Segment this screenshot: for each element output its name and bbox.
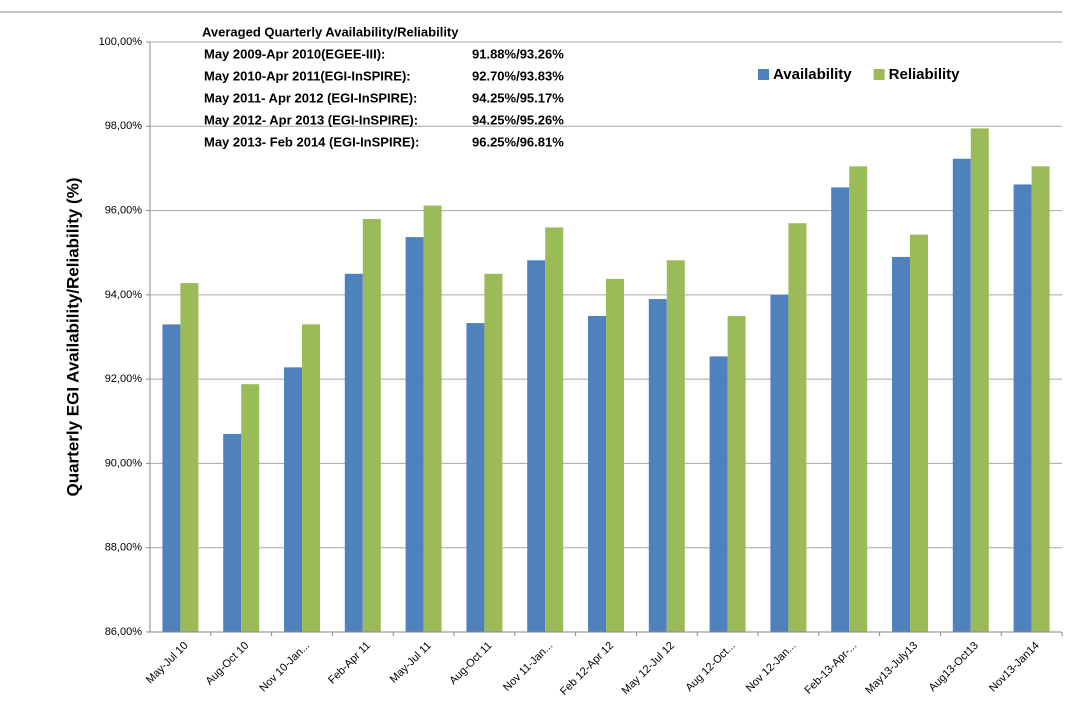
annotation-label: May 2012- Apr 2013 (EGI-InSPIRE): [204, 112, 418, 127]
x-tick-label: Aug-Oct 11 [447, 640, 494, 687]
bar [666, 260, 685, 632]
bar [709, 356, 728, 632]
annotation-label: May 2011- Apr 2012 (EGI-InSPIRE): [204, 90, 417, 105]
annotation-value: 94.25%/95.26% [472, 112, 564, 127]
legend-swatch [758, 69, 769, 80]
bar [588, 315, 606, 632]
annotation-value: 94.25%/95.17% [472, 90, 564, 105]
annotation-value: 91.88%/93.26% [472, 46, 564, 61]
y-tick-label: 90,00% [105, 457, 143, 469]
bar [788, 223, 807, 632]
annotation-value: 96.25%/96.81% [472, 134, 564, 149]
bar [910, 234, 928, 633]
bar [241, 384, 260, 632]
bar [545, 227, 564, 632]
bar [1013, 184, 1032, 632]
annotation-value: 92.70%/93.83% [472, 68, 564, 83]
annotation-title: Averaged Quarterly Availability/Reliabil… [202, 24, 459, 39]
y-tick-label: 100,00% [99, 36, 143, 48]
annotation-label: May 2009-Apr 2010(EGEE-III): [204, 46, 385, 61]
bar [892, 256, 910, 632]
bar [302, 324, 320, 632]
bar [223, 433, 242, 632]
y-tick-label: 92,00% [105, 373, 143, 385]
annotation-label: May 2013- Feb 2014 (EGI-InSPIRE): [204, 134, 419, 149]
bar [648, 299, 667, 632]
x-tick-label: Aug13-Oct13 [927, 640, 981, 694]
x-tick-label: Feb 12-Apr 12 [558, 640, 616, 698]
bar [362, 219, 381, 632]
x-tick-label: Nov 12-Jan... [744, 640, 799, 695]
bar [180, 283, 199, 632]
y-axis-title: Quarterly EGI Availability/Reliability (… [63, 178, 82, 497]
bar [770, 294, 789, 632]
legend-label: Reliability [889, 66, 961, 83]
x-tick-label: Feb-13-Apr-... [802, 640, 859, 697]
bar [952, 158, 971, 632]
bar [1031, 166, 1050, 633]
x-tick-label: May 12-Jul 12 [620, 640, 677, 697]
y-tick-label: 86,00% [105, 626, 143, 638]
y-tick-label: 98,00% [105, 120, 143, 132]
bar [405, 237, 424, 632]
legend-swatch [873, 69, 885, 80]
x-tick-label: Aug-Oct 10 [204, 640, 252, 688]
x-tick-label: May13-July13 [863, 640, 920, 697]
bar [849, 166, 868, 633]
bar [606, 278, 624, 632]
x-tick-label: Nov 10-Jan... [257, 640, 312, 695]
x-tick-label: May-Jul 11 [388, 640, 434, 686]
y-tick-label: 96,00% [105, 204, 143, 216]
bar [466, 323, 485, 632]
bar [162, 324, 181, 632]
y-tick-label: 94,00% [105, 289, 143, 301]
legend-label: Availability [773, 66, 852, 83]
x-tick-label: Aug 12-Oct... [683, 640, 737, 694]
bar [831, 187, 850, 632]
bar [727, 315, 746, 632]
bar [423, 205, 442, 632]
x-tick-label: Feb-Apr 11 [326, 640, 373, 687]
bar [344, 273, 363, 632]
bar [484, 273, 503, 632]
bar [527, 260, 546, 632]
x-tick-label: Nov 11-Jan... [501, 640, 555, 694]
y-tick-label: 88,00% [105, 542, 143, 554]
annotation-label: May 2010-Apr 2011(EGI-InSPIRE): [204, 68, 411, 83]
x-tick-label: May-Jul 10 [144, 640, 191, 687]
bar [284, 367, 302, 632]
bar [970, 128, 989, 632]
x-tick-label: Nov13-Jan14 [987, 640, 1042, 695]
